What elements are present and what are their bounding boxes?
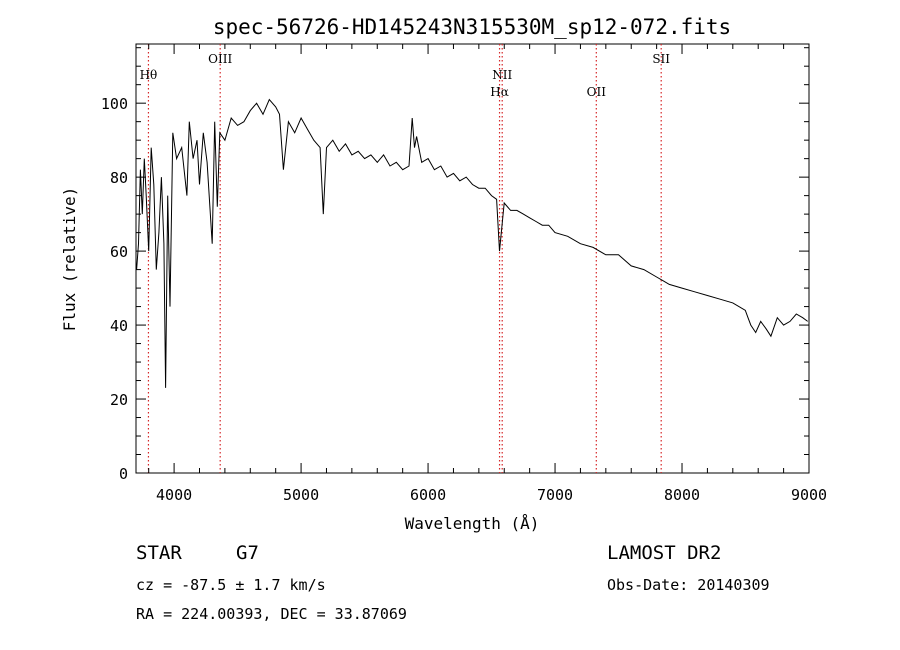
x-tick-label: 8000 xyxy=(664,486,700,504)
line-marker-label: OIII xyxy=(208,52,232,66)
x-tick-label: 9000 xyxy=(791,486,827,504)
observation-date: Obs-Date: 20140309 xyxy=(607,576,770,594)
y-axis-label: Flux (relative) xyxy=(60,187,79,332)
redshift-velocity: cz = -87.5 ± 1.7 km/s xyxy=(136,576,326,594)
x-tick-label: 4000 xyxy=(156,486,192,504)
y-tick-label: 100 xyxy=(101,95,128,113)
coordinates: RA = 224.00393, DEC = 33.87069 xyxy=(136,605,407,623)
object-subclass: G7 xyxy=(236,542,259,564)
spectral-line-markers: Hθ OIII NII Hα OII SII xyxy=(140,44,670,473)
line-marker-label: Hα xyxy=(490,85,509,99)
object-class: STAR xyxy=(136,542,182,564)
line-marker-label: NII xyxy=(492,68,512,82)
y-tick-label: 80 xyxy=(110,169,128,187)
line-marker-label: SII xyxy=(652,52,670,66)
survey-name: LAMOST DR2 xyxy=(607,542,721,564)
y-tick-label: 40 xyxy=(110,317,128,335)
x-tick-label: 5000 xyxy=(283,486,319,504)
x-tick-label: 7000 xyxy=(537,486,573,504)
line-marker-label: OII xyxy=(587,85,607,99)
x-axis-ticks: 4000 5000 6000 7000 8000 9000 xyxy=(148,44,827,504)
y-tick-label: 60 xyxy=(110,243,128,261)
plot-frame xyxy=(135,43,810,474)
x-tick-label: 6000 xyxy=(410,486,446,504)
y-axis-ticks: 0 20 40 60 80 100 xyxy=(101,47,809,483)
x-axis-label: Wavelength (Å) xyxy=(405,514,540,533)
line-marker-label: Hθ xyxy=(140,68,158,82)
chart-title: spec-56726-HD145243N315530M_sp12-072.fit… xyxy=(213,15,731,39)
y-tick-label: 0 xyxy=(119,465,128,483)
spectrum-line xyxy=(136,98,808,388)
y-tick-label: 20 xyxy=(110,391,128,409)
